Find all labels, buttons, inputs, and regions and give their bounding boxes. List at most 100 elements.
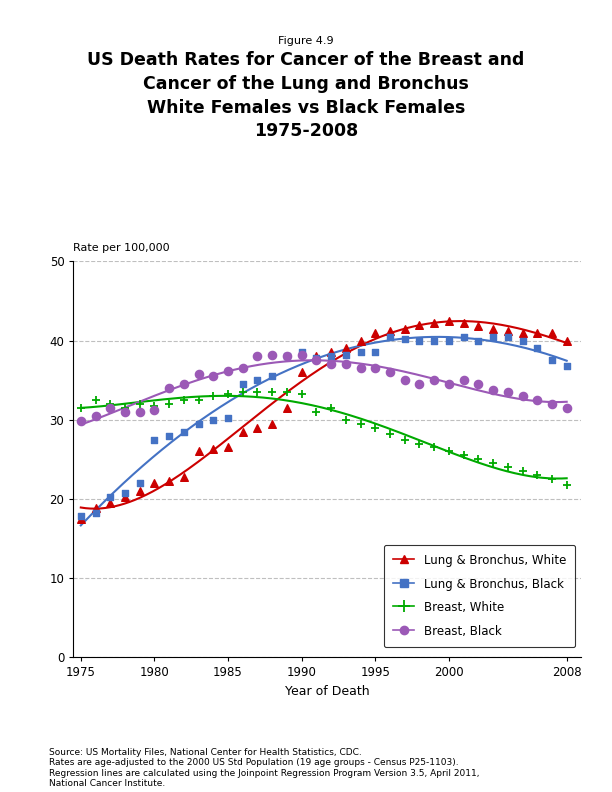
Point: [518, 334, 528, 347]
Point: [312, 352, 321, 364]
Point: [135, 406, 144, 418]
Point: [91, 409, 100, 422]
Point: [414, 437, 424, 450]
Point: [503, 461, 513, 474]
Point: [164, 382, 174, 394]
Point: [444, 378, 453, 390]
Point: [547, 326, 557, 339]
Point: [179, 470, 188, 483]
Point: [76, 415, 86, 428]
Point: [164, 429, 174, 442]
Point: [267, 386, 277, 398]
Point: [562, 360, 572, 372]
Point: [76, 512, 86, 525]
Point: [209, 370, 218, 383]
Point: [209, 413, 218, 426]
Point: [135, 485, 144, 497]
Point: [120, 406, 130, 418]
Point: [370, 326, 380, 339]
Point: [562, 402, 572, 414]
Point: [562, 334, 572, 347]
Point: [356, 346, 365, 359]
Point: [400, 374, 409, 386]
Point: [429, 317, 439, 329]
Point: [267, 348, 277, 361]
Point: [253, 421, 263, 434]
Point: [297, 348, 307, 361]
Point: [164, 398, 174, 410]
Point: [414, 378, 424, 390]
Point: [105, 497, 115, 509]
Point: [312, 406, 321, 418]
Point: [474, 378, 483, 390]
Point: [120, 402, 130, 414]
Point: [135, 398, 144, 410]
Point: [326, 402, 336, 414]
Point: [444, 445, 453, 458]
Point: [326, 346, 336, 359]
Point: [385, 428, 395, 440]
Point: [282, 386, 292, 398]
Point: [91, 394, 100, 406]
Point: [444, 314, 453, 327]
Point: [385, 366, 395, 379]
Point: [488, 383, 498, 396]
Point: [532, 342, 542, 355]
Point: [223, 387, 233, 400]
Point: [459, 449, 469, 462]
Point: [179, 378, 188, 390]
Point: [518, 326, 528, 339]
Point: [370, 346, 380, 359]
Point: [120, 486, 130, 499]
Point: [459, 317, 469, 329]
Point: [459, 330, 469, 343]
Point: [503, 386, 513, 398]
Point: [532, 326, 542, 339]
Point: [518, 465, 528, 478]
Point: [547, 398, 557, 410]
Point: [297, 346, 307, 359]
Point: [149, 433, 159, 446]
Point: [547, 354, 557, 367]
Point: [120, 491, 130, 504]
Point: [223, 364, 233, 377]
Point: [503, 330, 513, 343]
Point: [193, 394, 203, 406]
Point: [193, 417, 203, 430]
Point: [474, 334, 483, 347]
Point: [267, 370, 277, 383]
Point: [312, 354, 321, 367]
Point: [356, 334, 365, 347]
Point: [341, 358, 351, 371]
Point: [149, 404, 159, 417]
Point: [429, 334, 439, 347]
Point: [297, 388, 307, 401]
Point: [76, 402, 86, 414]
Point: [326, 350, 336, 363]
Point: [179, 425, 188, 438]
Point: [532, 394, 542, 406]
Point: [518, 390, 528, 402]
Point: [267, 417, 277, 430]
Point: [238, 425, 248, 438]
Point: [474, 453, 483, 466]
Point: [76, 510, 86, 523]
Point: [326, 358, 336, 371]
Point: [105, 402, 115, 414]
Point: [503, 325, 513, 337]
Point: [341, 348, 351, 361]
Point: [562, 478, 572, 491]
Point: [223, 441, 233, 454]
Point: [238, 386, 248, 398]
Point: [532, 469, 542, 482]
Point: [459, 374, 469, 386]
Point: [105, 398, 115, 410]
Point: [105, 490, 115, 503]
Point: [135, 477, 144, 489]
Point: [488, 322, 498, 335]
Point: [370, 362, 380, 375]
Point: [253, 374, 263, 386]
Point: [282, 402, 292, 414]
Point: [488, 330, 498, 343]
Point: [209, 390, 218, 402]
